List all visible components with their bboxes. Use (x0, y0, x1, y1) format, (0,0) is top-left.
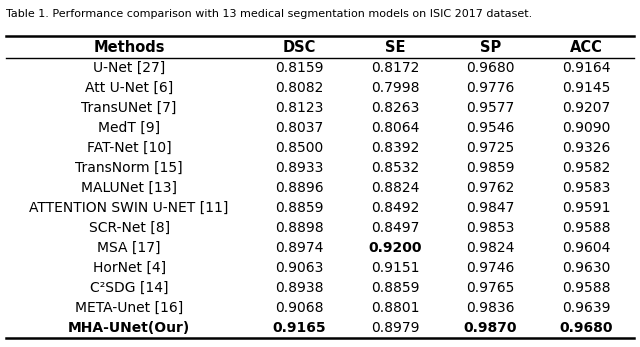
Text: 0.9776: 0.9776 (467, 81, 515, 95)
Text: 0.8859: 0.8859 (275, 201, 324, 215)
Text: 0.9604: 0.9604 (562, 241, 610, 255)
Text: 0.9762: 0.9762 (467, 181, 515, 195)
Text: U-Net [27]: U-Net [27] (93, 61, 165, 75)
Text: MALUNet [13]: MALUNet [13] (81, 181, 177, 195)
Text: META-Unet [16]: META-Unet [16] (75, 301, 183, 315)
Text: 0.9853: 0.9853 (467, 221, 515, 235)
Text: Table 1. Performance comparison with 13 medical segmentation models on ISIC 2017: Table 1. Performance comparison with 13 … (6, 9, 532, 19)
Text: 0.9680: 0.9680 (559, 321, 612, 335)
Text: 0.9765: 0.9765 (467, 281, 515, 295)
Text: Att U-Net [6]: Att U-Net [6] (85, 81, 173, 95)
Text: 0.8159: 0.8159 (275, 61, 324, 75)
Text: C²SDG [14]: C²SDG [14] (90, 281, 168, 295)
Text: ACC: ACC (570, 40, 602, 54)
Text: SCR-Net [8]: SCR-Net [8] (88, 221, 170, 235)
Text: 0.8898: 0.8898 (275, 221, 324, 235)
Text: 0.8859: 0.8859 (371, 281, 419, 295)
Text: 0.7998: 0.7998 (371, 81, 419, 95)
Text: 0.9063: 0.9063 (275, 261, 324, 275)
Text: 0.8532: 0.8532 (371, 161, 419, 175)
Text: 0.8974: 0.8974 (275, 241, 324, 255)
Text: 0.8497: 0.8497 (371, 221, 419, 235)
Text: FAT-Net [10]: FAT-Net [10] (87, 141, 172, 155)
Text: 0.8938: 0.8938 (275, 281, 324, 295)
Text: 0.9588: 0.9588 (562, 221, 610, 235)
Text: 0.9546: 0.9546 (467, 121, 515, 135)
Text: MedT [9]: MedT [9] (98, 121, 160, 135)
Text: 0.9836: 0.9836 (466, 301, 515, 315)
Text: 0.9145: 0.9145 (562, 81, 610, 95)
Text: 0.9207: 0.9207 (562, 101, 610, 115)
Text: 0.9847: 0.9847 (467, 201, 515, 215)
Text: TransNorm [15]: TransNorm [15] (76, 161, 183, 175)
Text: TransUNet [7]: TransUNet [7] (81, 101, 177, 115)
Text: 0.8500: 0.8500 (275, 141, 324, 155)
Text: 0.9870: 0.9870 (464, 321, 517, 335)
Text: 0.9165: 0.9165 (273, 321, 326, 335)
Text: 0.8064: 0.8064 (371, 121, 419, 135)
Text: 0.9164: 0.9164 (562, 61, 610, 75)
Text: 0.9725: 0.9725 (467, 141, 515, 155)
Text: MHA-UNet(Our): MHA-UNet(Our) (68, 321, 190, 335)
Text: 0.9630: 0.9630 (562, 261, 610, 275)
Text: 0.9824: 0.9824 (467, 241, 515, 255)
Text: 0.9591: 0.9591 (562, 201, 610, 215)
Text: 0.9068: 0.9068 (275, 301, 324, 315)
Text: HorNet [4]: HorNet [4] (93, 261, 166, 275)
Text: 0.9639: 0.9639 (562, 301, 610, 315)
Text: 0.9859: 0.9859 (466, 161, 515, 175)
Text: 0.9583: 0.9583 (562, 181, 610, 195)
Text: Methods: Methods (93, 40, 165, 54)
Text: 0.8392: 0.8392 (371, 141, 419, 155)
Text: 0.8979: 0.8979 (371, 321, 419, 335)
Text: 0.9577: 0.9577 (467, 101, 515, 115)
Text: 0.9582: 0.9582 (562, 161, 610, 175)
Text: DSC: DSC (283, 40, 316, 54)
Text: 0.8896: 0.8896 (275, 181, 324, 195)
Text: 0.9746: 0.9746 (467, 261, 515, 275)
Text: 0.8263: 0.8263 (371, 101, 419, 115)
Text: 0.8172: 0.8172 (371, 61, 419, 75)
Text: 0.9200: 0.9200 (368, 241, 422, 255)
Text: SP: SP (480, 40, 501, 54)
Text: 0.9680: 0.9680 (466, 61, 515, 75)
Text: 0.8801: 0.8801 (371, 301, 419, 315)
Text: 0.9151: 0.9151 (371, 261, 419, 275)
Text: 0.8123: 0.8123 (275, 101, 324, 115)
Text: MSA [17]: MSA [17] (97, 241, 161, 255)
Text: 0.8492: 0.8492 (371, 201, 419, 215)
Text: 0.8933: 0.8933 (275, 161, 324, 175)
Text: 0.9326: 0.9326 (562, 141, 610, 155)
Text: ATTENTION SWIN U-NET [11]: ATTENTION SWIN U-NET [11] (29, 201, 229, 215)
Text: 0.8824: 0.8824 (371, 181, 419, 195)
Text: 0.9588: 0.9588 (562, 281, 610, 295)
Text: 0.8082: 0.8082 (275, 81, 324, 95)
Text: 0.8037: 0.8037 (275, 121, 324, 135)
Text: SE: SE (385, 40, 405, 54)
Text: 0.9090: 0.9090 (562, 121, 610, 135)
